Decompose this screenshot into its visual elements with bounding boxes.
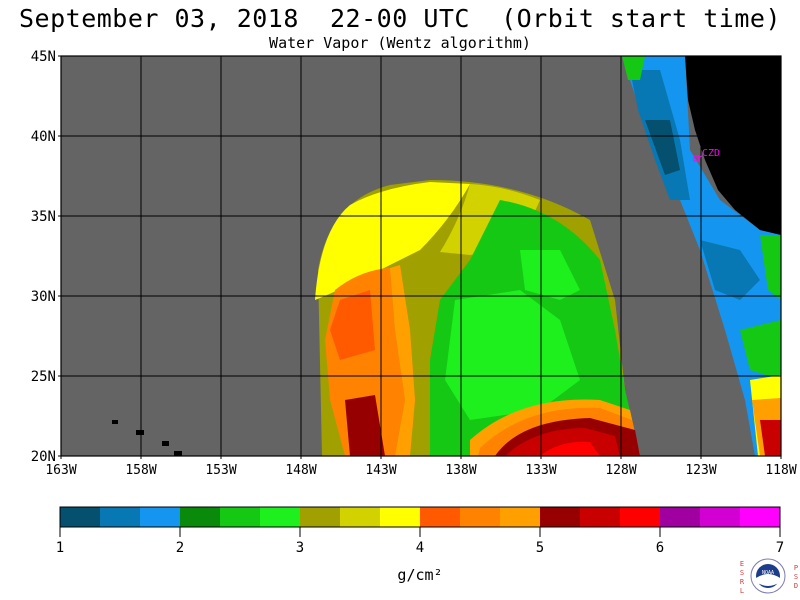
color-bar-segment (220, 507, 261, 527)
color-bar-segment (60, 507, 101, 527)
color-bar-tick-label: 4 (416, 540, 424, 556)
color-bar-segment (460, 507, 501, 527)
lon-label: 123W (685, 463, 716, 478)
color-bar-segment (740, 507, 781, 527)
svg-text:L: L (740, 587, 744, 595)
color-bar-segment (380, 507, 421, 527)
color-bar-segment (660, 507, 701, 527)
logo-text: NOAA (762, 570, 774, 576)
land-mass (685, 56, 781, 235)
color-bar-segment (580, 507, 621, 527)
color-bar-segment (500, 507, 541, 527)
map-frame (60, 55, 782, 457)
map-plot-area (61, 56, 781, 456)
color-bar-tick-label: 2 (176, 540, 184, 556)
swath-west (315, 180, 640, 456)
color-bar-ticks: 1 2 3 4 5 6 7 (56, 527, 784, 556)
swath-east (622, 56, 781, 456)
lat-label: 35N (31, 209, 56, 225)
svg-text:P: P (794, 564, 798, 572)
color-bar-segment (260, 507, 301, 527)
svg-text:E: E (740, 560, 744, 568)
color-bar-tick-label: 5 (536, 540, 544, 556)
hawaii-islands (112, 420, 182, 456)
color-bar-segment (700, 507, 741, 527)
lon-label: 163W (45, 463, 76, 478)
color-bar-segment (300, 507, 341, 527)
svg-text:D: D (794, 582, 798, 590)
color-bar (59, 506, 781, 528)
color-bar-tick-label: 6 (656, 540, 664, 556)
svg-text:R: R (740, 578, 745, 586)
station-label: CZD (702, 148, 720, 159)
color-bar-segment (180, 507, 221, 527)
color-bar-segment (620, 507, 661, 527)
color-bar-segment (100, 507, 141, 527)
lon-label: 138W (445, 463, 476, 478)
lat-label: 45N (31, 49, 56, 65)
map-subtitle: Water Vapor (Wentz algorithm) (269, 34, 531, 52)
color-bar-tick-label: 7 (776, 540, 784, 556)
lat-label: 40N (31, 129, 56, 145)
svg-text:S: S (740, 569, 744, 577)
lon-label: 143W (365, 463, 396, 478)
lat-label: 25N (31, 369, 56, 385)
lon-label: 158W (125, 463, 156, 478)
lon-label: 118W (765, 463, 796, 478)
logo-right-letters: PSD (794, 564, 798, 590)
svg-text:S: S (794, 573, 798, 581)
latitude-labels: 45N 40N 35N 30N 25N 20N (31, 49, 61, 465)
lon-label: 133W (525, 463, 556, 478)
longitude-labels: 163W 158W 153W 148W 143W 138W 133W 128W 123W 118W (45, 456, 797, 478)
color-bar-segment (340, 507, 381, 527)
color-bar-segment (420, 507, 461, 527)
color-bar-segment (140, 507, 181, 527)
color-bar-tick-label: 1 (56, 540, 64, 556)
station-marker-czd: CZD (693, 148, 720, 162)
lon-label: 148W (285, 463, 316, 478)
lat-label: 30N (31, 289, 56, 305)
unit-label: g/cm² (397, 566, 442, 584)
color-bar-tick-label: 3 (296, 540, 304, 556)
lon-label: 153W (205, 463, 236, 478)
color-bar-segment (540, 507, 581, 527)
lon-label: 128W (605, 463, 636, 478)
map-title: September 03, 2018 22-00 UTC (Orbit star… (18, 4, 781, 33)
lat-label: 20N (31, 449, 56, 465)
lat-lon-grid (61, 56, 781, 456)
